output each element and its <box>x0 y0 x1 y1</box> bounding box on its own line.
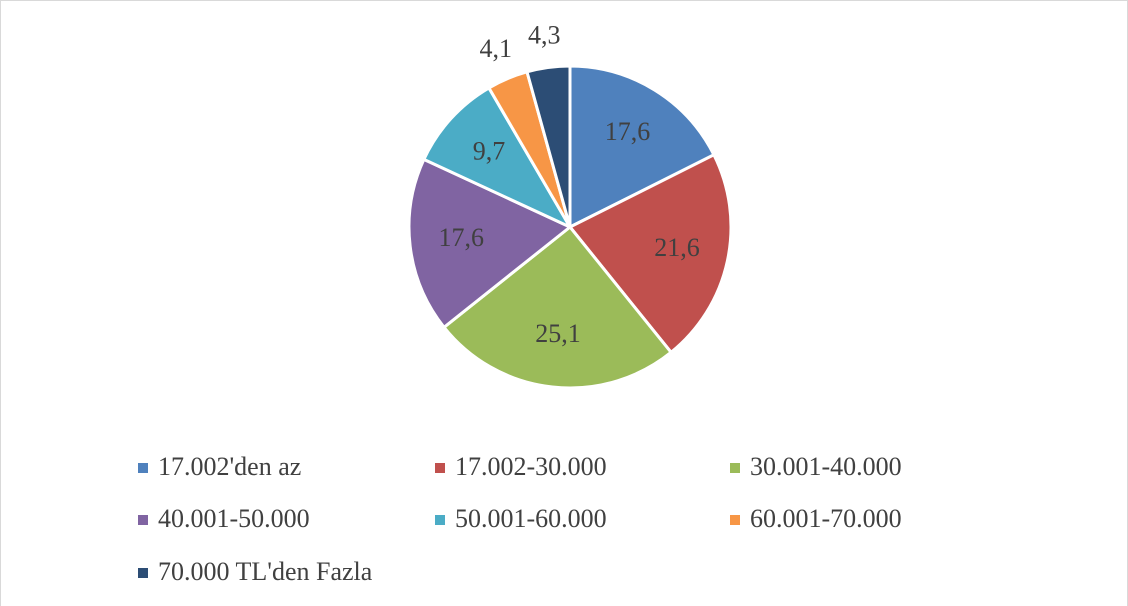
legend-label: 60.001-70.000 <box>750 504 902 533</box>
legend-label: 17.002-30.000 <box>455 452 607 481</box>
data-label: 4,1 <box>480 34 513 63</box>
pie-slice <box>441 224 674 390</box>
data-label: 4,3 <box>528 21 561 50</box>
data-label: 21,6 <box>654 233 700 262</box>
data-label: 9,7 <box>473 136 506 165</box>
legend-swatch <box>138 515 148 525</box>
legend-swatch <box>435 463 445 473</box>
legend-label: 40.001-50.000 <box>158 504 310 533</box>
pie-slice <box>407 157 573 330</box>
legend-swatch <box>138 463 148 473</box>
legend-label: 30.001-40.000 <box>750 452 902 481</box>
data-label: 17,6 <box>605 117 651 146</box>
data-label: 17,6 <box>439 223 485 252</box>
legend-swatch <box>435 515 445 525</box>
data-label: 25,1 <box>535 319 581 348</box>
legend-label: 50.001-60.000 <box>455 504 607 533</box>
legend-label: 17.002'den az <box>158 452 301 481</box>
pie-slice <box>525 64 572 228</box>
legend-label: 70.000 TL'den Fazla <box>158 557 373 586</box>
legend-swatch <box>730 463 740 473</box>
pie-slice <box>567 152 733 355</box>
pie-slice <box>421 85 574 231</box>
pie-slice <box>568 64 716 230</box>
legend-swatch <box>138 568 148 578</box>
legend-swatch <box>730 515 740 525</box>
